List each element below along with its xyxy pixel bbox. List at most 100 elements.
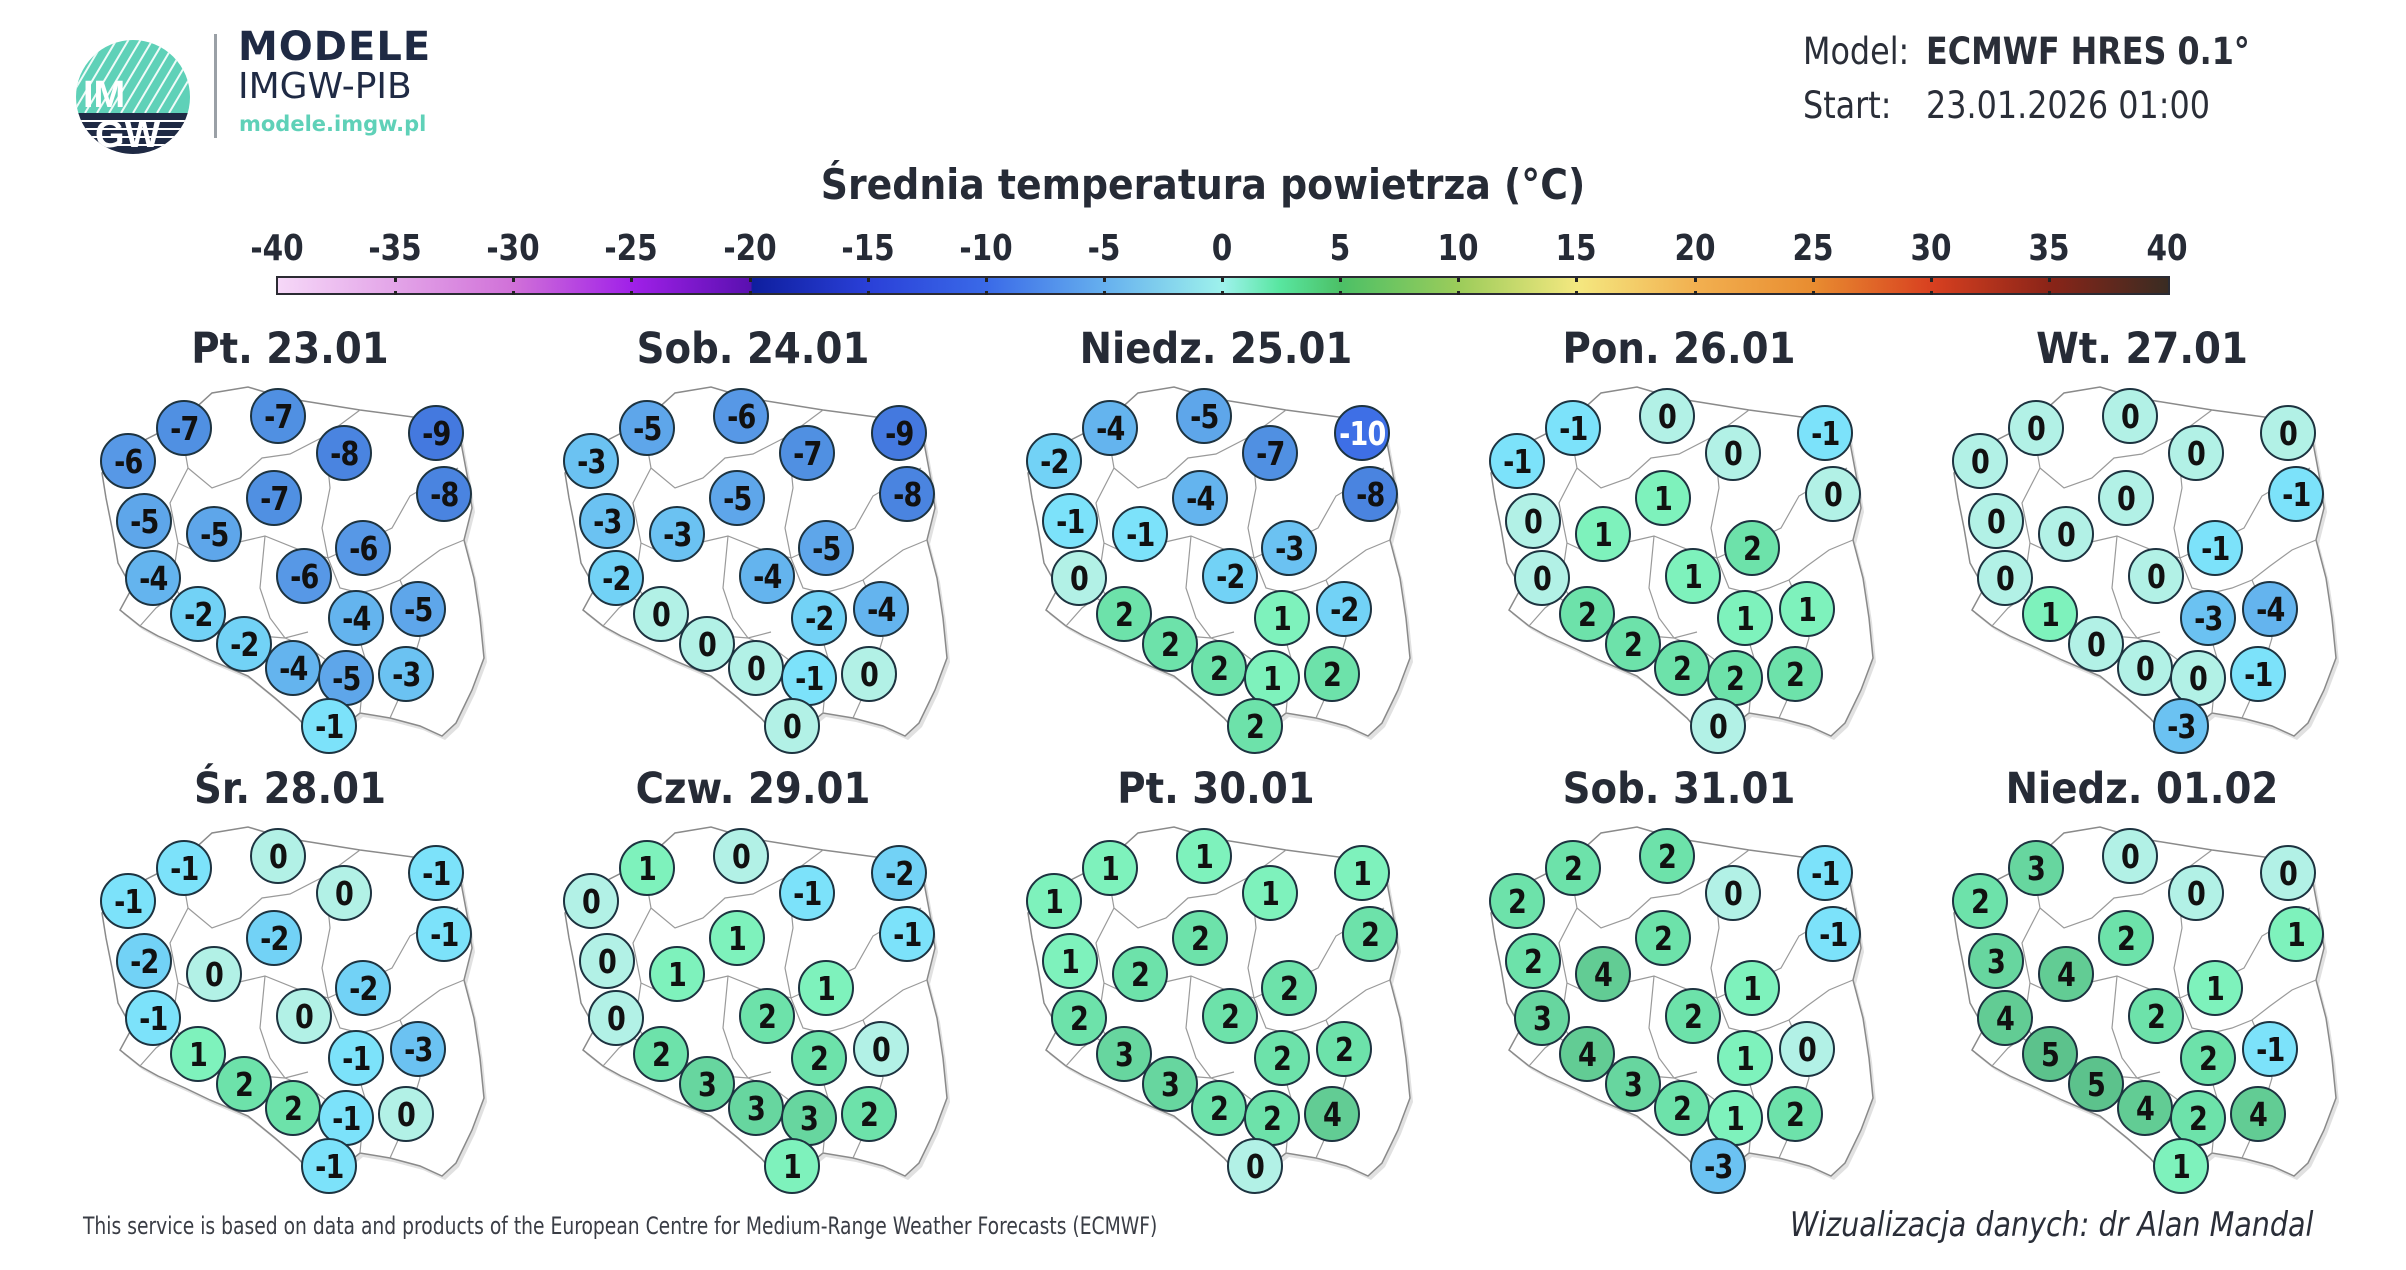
station-temp-marker: -5 <box>619 400 675 456</box>
station-temp-marker: 1 <box>1665 548 1721 604</box>
station-temp-value: 0 <box>2116 478 2136 518</box>
station-temp-marker: 2 <box>1096 586 1152 642</box>
station-temp-value: 0 <box>746 648 766 688</box>
station-temp-value: -2 <box>601 558 631 598</box>
station-temp-value: 0 <box>2186 873 2206 913</box>
colorbar-tick-mark <box>1693 276 1697 295</box>
station-temp-marker: 2 <box>1304 646 1360 702</box>
station-temp-marker: -1 <box>2268 466 2324 522</box>
station-temp-marker: 2 <box>1254 1030 1310 1086</box>
station-temp-marker: -2 <box>1316 581 1372 637</box>
station-temp-marker: 5 <box>2068 1056 2124 1112</box>
station-temp-marker: 0 <box>853 1021 909 1077</box>
station-temp-value: -6 <box>348 528 378 568</box>
station-temp-marker: 0 <box>2102 828 2158 884</box>
forecast-panel: Sob. 31.01 2 2 2 0 -1 -1 2 2 4 1 2 3 4 1 0 3 2 1 2 -3 <box>1449 758 1909 1198</box>
station-temp-marker: -2 <box>791 590 847 646</box>
station-temp-marker: -3 <box>378 646 434 702</box>
colorbar-tick-label: 40 <box>2146 228 2188 269</box>
station-temp-marker: 0 <box>2260 845 2316 901</box>
station-temp-value: 1 <box>1100 848 1120 888</box>
station-temp-value: 5 <box>2086 1064 2106 1104</box>
station-temp-value: -1 <box>341 1038 371 1078</box>
start-value: 23.01.2026 01:00 <box>1925 84 2210 127</box>
station-temp-value: 4 <box>1577 1034 1597 1074</box>
station-temp-value: 4 <box>1322 1094 1342 1134</box>
station-temp-marker: 1 <box>1254 590 1310 646</box>
station-temp-marker: -1 <box>408 845 464 901</box>
station-temp-marker: 2 <box>1191 640 1247 696</box>
station-temp-value: -1 <box>2255 1029 2285 1069</box>
station-temp-marker: 2 <box>791 1030 847 1086</box>
logo-url-link[interactable]: modele.imgw.pl <box>239 112 427 136</box>
station-temp-value: -3 <box>1703 1146 1733 1186</box>
station-temp-marker: 0 <box>2008 400 2064 456</box>
station-temp-marker: 0 <box>1779 1021 1835 1077</box>
station-temp-value: -5 <box>632 408 662 448</box>
station-temp-marker: 0 <box>728 640 784 696</box>
station-temp-marker: -7 <box>156 400 212 456</box>
station-temp-marker: 0 <box>633 586 689 642</box>
station-temp-value: -9 <box>884 413 914 453</box>
station-temp-marker: -4 <box>2242 581 2298 637</box>
station-temp-value: -1 <box>2243 654 2273 694</box>
station-temp-value: 2 <box>1069 998 1089 1038</box>
station-temp-value: -1 <box>794 658 824 698</box>
station-temp-value: 0 <box>1986 501 2006 541</box>
station-temp-marker: 0 <box>588 990 644 1046</box>
station-temp-value: 0 <box>2146 556 2166 596</box>
station-temp-value: -4 <box>138 558 168 598</box>
station-temp-value: 2 <box>1577 594 1597 634</box>
station-temp-marker: -5 <box>709 470 765 526</box>
station-temp-value: 2 <box>651 1034 671 1074</box>
station-temp-marker: 0 <box>1952 433 2008 489</box>
station-temp-marker: -9 <box>871 405 927 461</box>
station-temp-value: -7 <box>259 478 289 518</box>
station-temp-value: -1 <box>892 914 922 954</box>
station-temp-marker: 2 <box>2170 1090 2226 1146</box>
forecast-panel: Wt. 27.01 0 0 0 0 0 -1 0 0 0 -1 0 0 1 -3 -4 0 0 0 -1 -3 <box>1912 318 2372 758</box>
station-temp-value: 2 <box>1190 918 1210 958</box>
station-temp-marker: -3 <box>2180 590 2236 646</box>
station-temp-marker: 1 <box>619 840 675 896</box>
station-temp-value: 0 <box>2086 624 2106 664</box>
chart-title: Średnia temperatura powietrza (°C) <box>820 160 1586 209</box>
station-temp-marker: 2 <box>1707 650 1763 706</box>
station-temp-marker: 2 <box>1545 840 1601 896</box>
station-temp-marker: 0 <box>250 828 306 884</box>
station-temp-marker: 1 <box>764 1138 820 1194</box>
station-temp-marker: 3 <box>1968 933 2024 989</box>
station-temp-value: 0 <box>581 881 601 921</box>
colorbar-tick-mark <box>2047 276 2051 295</box>
station-temp-marker: -4 <box>739 548 795 604</box>
station-temp-value: 2 <box>1160 624 1180 664</box>
colorbar-tick-label: 30 <box>1910 228 1952 269</box>
station-temp-marker: 2 <box>1724 520 1780 576</box>
station-temp-value: 1 <box>1735 1038 1755 1078</box>
panel-date-title: Wt. 27.01 <box>2036 324 2248 374</box>
station-temp-value: -8 <box>1355 474 1385 514</box>
station-temp-marker: 1 <box>1707 1090 1763 1146</box>
station-temp-marker: -1 <box>779 865 835 921</box>
station-temp-marker: -4 <box>1172 470 1228 526</box>
station-temp-value: 2 <box>1683 996 1703 1036</box>
station-temp-value: -2 <box>1329 589 1359 629</box>
station-temp-marker: 0 <box>1977 550 2033 606</box>
station-temp-value: 2 <box>1507 881 1527 921</box>
station-temp-marker: 3 <box>1096 1026 1152 1082</box>
station-temp-marker: 2 <box>1112 946 1168 1002</box>
station-temp-marker: -2 <box>170 586 226 642</box>
colorbar-tick-label: 25 <box>1792 228 1834 269</box>
station-temp-value: 1 <box>816 968 836 1008</box>
station-temp-value: 1 <box>1194 836 1214 876</box>
station-temp-marker: 2 <box>1665 988 1721 1044</box>
station-temp-value: 2 <box>2198 1038 2218 1078</box>
station-temp-value: 3 <box>1114 1034 1134 1074</box>
station-temp-value: 3 <box>1160 1064 1180 1104</box>
station-temp-value: 1 <box>782 1146 802 1186</box>
station-temp-marker: -3 <box>649 506 705 562</box>
station-temp-marker: -2 <box>216 616 272 672</box>
station-temp-marker: 1 <box>1042 933 1098 989</box>
station-temp-value: 2 <box>1220 996 1240 1036</box>
station-temp-value: -5 <box>811 528 841 568</box>
